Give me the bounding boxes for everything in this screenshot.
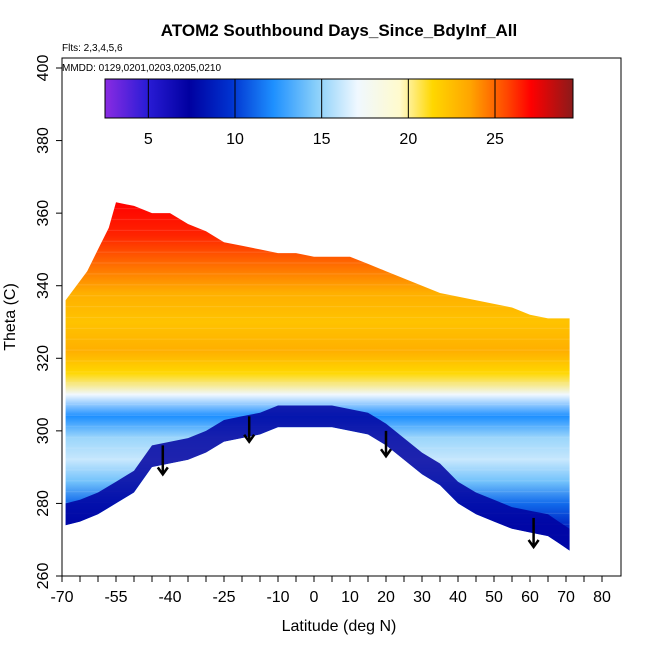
colorbar-tick-label: 25 xyxy=(486,131,504,148)
x-tick-label: -25 xyxy=(212,589,235,606)
texture-strip xyxy=(65,306,570,308)
texture-strip xyxy=(62,556,621,557)
texture-strip xyxy=(65,447,570,449)
texture-strip xyxy=(65,338,570,340)
x-tick-label: 50 xyxy=(485,589,503,606)
texture-strip xyxy=(65,273,570,275)
texture-strip xyxy=(65,545,570,547)
down-arrow xyxy=(379,430,393,459)
x-tick-label: 40 xyxy=(449,589,467,606)
y-tick-label: 320 xyxy=(35,345,52,372)
colorbar-ticks: 5 10 15 20 25 xyxy=(144,79,504,148)
y-tick-label: 300 xyxy=(35,417,52,444)
x-tick-label: -10 xyxy=(266,589,289,606)
y-tick-label: 340 xyxy=(35,272,52,299)
down-arrow xyxy=(156,445,169,477)
chart-title: ATOM2 Southbound Days_Since_BdyInf_All xyxy=(161,21,517,40)
texture-strip xyxy=(65,349,570,351)
x-tick-label: 30 xyxy=(413,589,431,606)
texture-strip xyxy=(65,480,570,482)
texture-strip xyxy=(62,186,621,187)
colorbar-tick-label: 20 xyxy=(399,131,417,148)
texture-strip xyxy=(65,360,570,362)
texture-strip xyxy=(65,382,570,384)
texture-strip xyxy=(65,327,570,329)
texture-strip xyxy=(62,197,621,198)
y-tick-label: 260 xyxy=(35,563,52,590)
texture-strip xyxy=(65,534,570,536)
texture-strip xyxy=(62,567,621,568)
x-axis-label: Latitude (deg N) xyxy=(282,618,397,635)
colorbar-tick-label: 10 xyxy=(226,131,244,148)
texture-strip xyxy=(65,262,570,264)
texture-strip xyxy=(65,316,570,319)
plot-frame xyxy=(61,57,622,577)
texture-strip xyxy=(65,371,570,373)
texture-strip xyxy=(65,229,570,231)
subtitle-flights: Flts: 2,3,4,5,6 xyxy=(62,43,123,54)
x-tick-label: -70 xyxy=(50,589,73,606)
texture-strip xyxy=(65,295,570,297)
x-tick-label: 20 xyxy=(377,589,395,606)
colorbar-bar xyxy=(104,78,574,119)
x-tick-label: 70 xyxy=(557,589,575,606)
texture-strip xyxy=(65,393,570,395)
x-tick-label: 10 xyxy=(341,589,359,606)
x-tick-label: 80 xyxy=(593,589,611,606)
y-axis-label: Theta (C) xyxy=(2,283,19,351)
x-tick-label: 0 xyxy=(310,589,319,606)
arrows-group xyxy=(156,416,540,550)
low-band xyxy=(65,405,570,551)
texture-strip xyxy=(65,218,570,221)
texture-strip xyxy=(65,284,570,286)
y-tick-label: 380 xyxy=(35,127,52,154)
y-axis: 260 280 300 320 340 360 380 400 xyxy=(35,55,62,590)
texture-strip xyxy=(65,251,570,253)
subtitle-dates: MMDD: 0129,0201,0203,0205,0210 xyxy=(62,63,221,74)
texture-strip xyxy=(65,208,570,210)
texture-strip xyxy=(65,491,570,493)
x-tick-label: -55 xyxy=(104,589,127,606)
x-axis: -70 -55 -40 -25 -10 0 10 20 30 40 50 60 70 80 xyxy=(50,576,611,606)
texture-strip xyxy=(65,240,570,242)
down-arrow xyxy=(243,416,256,444)
colorbar-tick-label: 5 xyxy=(144,131,153,148)
colorbar-tick-label: 15 xyxy=(313,131,331,148)
y-tick-label: 400 xyxy=(35,55,52,82)
down-arrow xyxy=(527,517,540,550)
texture-strip xyxy=(65,436,570,438)
x-tick-label: 60 xyxy=(521,589,539,606)
colorbar: 5 10 15 20 25 xyxy=(104,78,574,148)
x-tick-label: -40 xyxy=(158,589,181,606)
y-tick-label: 280 xyxy=(35,490,52,517)
y-tick-label: 360 xyxy=(35,200,52,227)
texture-strip xyxy=(65,404,570,406)
texture-strip xyxy=(65,501,570,504)
